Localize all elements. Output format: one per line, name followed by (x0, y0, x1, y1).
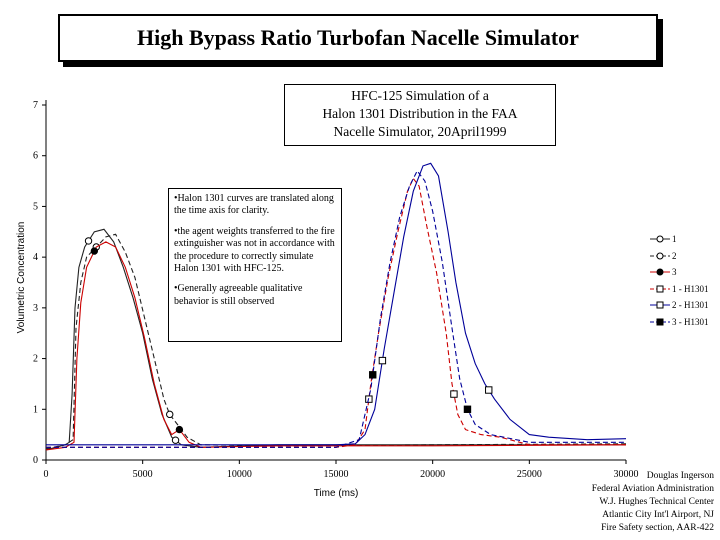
series-marker (166, 410, 174, 419)
series-line-6 (46, 169, 626, 448)
series-marker (171, 436, 180, 444)
note: •Halon 1301 curves are translated along … (174, 193, 334, 217)
x-tick-label: 5000 (133, 469, 153, 480)
legend-item: 3 (650, 265, 677, 279)
credit-line: Atlantic City Int'l Airport, NJ (602, 510, 714, 520)
x-tick-label: 25000 (517, 469, 542, 480)
legend-item: 3 - H1301 (650, 315, 709, 329)
note: •the agent weights transferred to the fi… (174, 225, 335, 275)
legend-swatch (650, 235, 670, 243)
series-line-3 (45, 241, 627, 451)
legend-swatch (650, 301, 670, 309)
legend-label: 1 (672, 234, 677, 244)
notes-box: •Halon 1301 curves are translated along … (168, 188, 342, 342)
chart-title-line: Halon 1301 Distribution in the FAA (322, 106, 518, 121)
title-box: High Bypass Ratio Turbofan Nacelle Simul… (58, 14, 658, 62)
legend-swatch (650, 285, 670, 292)
x-axis-label: Time (ms) (314, 488, 359, 499)
legend-label: 1 - H1301 (672, 283, 709, 294)
chart-title-line: HFC-125 Simulation of a (351, 88, 489, 103)
legend-label: 3 (672, 267, 677, 277)
y-tick-label: 4 (33, 252, 38, 263)
credit-line: Fire Safety section, AAR-422 (601, 523, 714, 533)
credit-line: W.J. Hughes Technical Center (599, 497, 714, 507)
x-tick-label: 20000 (420, 469, 445, 480)
legend-label: 2 (672, 250, 677, 261)
series-marker (369, 371, 377, 379)
series-marker (378, 356, 387, 365)
chart-title-box: HFC-125 Simulation of a Halon 1301 Distr… (284, 84, 556, 146)
note: •Generally agreeable qualitative behavio… (174, 283, 303, 307)
series-marker (175, 425, 184, 434)
legend-swatch (650, 252, 670, 259)
y-tick-label: 7 (33, 100, 38, 111)
x-tick-label: 10000 (227, 469, 252, 480)
credit-line: Douglas Ingerson (646, 471, 714, 481)
series-line-5 (46, 162, 627, 446)
legend-label: 2 - H1301 (672, 300, 709, 310)
series-marker (84, 237, 93, 245)
y-tick-label: 0 (33, 455, 38, 466)
y-tick-label: 1 (33, 404, 38, 415)
series-marker (463, 405, 472, 413)
series-line-2 (45, 233, 627, 450)
series-marker (485, 386, 493, 394)
y-tick-label: 3 (33, 303, 38, 314)
y-axis-label: Volumetric Concentration (16, 222, 27, 334)
series-marker (90, 247, 99, 255)
credit-block: Douglas Ingerson Federal Aviation Admini… (592, 470, 714, 535)
page-title: High Bypass Ratio Turbofan Nacelle Simul… (137, 25, 579, 50)
y-tick-label: 6 (33, 151, 38, 162)
series-line-4 (46, 177, 626, 448)
legend-label: 3 - H1301 (672, 316, 709, 327)
x-tick-label: 15000 (324, 469, 349, 480)
legend-item: 2 - H1301 (650, 298, 709, 312)
legend-item: 1 - H1301 (650, 282, 709, 296)
y-tick-label: 2 (33, 354, 38, 365)
y-tick-label: 5 (33, 201, 38, 212)
x-tick-label: 30000 (614, 469, 639, 480)
credit-line: Federal Aviation Administration (591, 484, 714, 494)
legend-swatch (650, 318, 670, 325)
legend-item: 1 (650, 232, 677, 246)
x-tick-label: 0 (44, 469, 49, 480)
legend-item: 2 (650, 249, 677, 263)
series-line-1 (45, 228, 626, 451)
chart-title-line: Nacelle Simulator, 20April1999 (333, 124, 507, 139)
legend-swatch (650, 268, 670, 276)
series-marker (450, 390, 458, 398)
